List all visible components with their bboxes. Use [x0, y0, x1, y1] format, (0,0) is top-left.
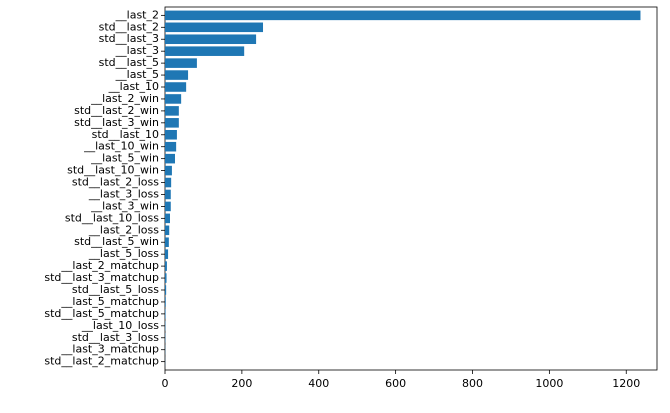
bar	[165, 213, 170, 224]
y-tick-label: std__last_3	[99, 32, 159, 45]
bar	[165, 129, 177, 140]
bar	[165, 165, 172, 176]
bar	[165, 153, 175, 164]
bar	[165, 94, 182, 104]
y-tick-label: std__last_2_matchup	[44, 355, 159, 368]
y-tick-label: __last_2	[115, 8, 159, 21]
y-tick-label: std__last_3_win	[74, 116, 159, 129]
y-tick-label: __last_5_loss	[88, 247, 159, 260]
bar	[165, 261, 167, 271]
x-tick-label: 400	[308, 377, 329, 390]
bar	[165, 309, 166, 319]
y-tick-label: __last_2_matchup	[60, 259, 159, 272]
y-tick-label: std__last_2_loss	[72, 176, 159, 189]
bar	[165, 58, 197, 68]
bar	[165, 285, 167, 295]
y-tick-label: __last_10_win	[83, 140, 159, 153]
bar	[165, 225, 170, 236]
bar	[165, 141, 177, 152]
y-tick-label: std__last_10_win	[67, 164, 159, 177]
y-tick-label: __last_2_loss	[88, 223, 159, 236]
y-tick-label: __last_3	[115, 44, 159, 57]
x-tick-label: 0	[162, 377, 169, 390]
bar	[165, 273, 167, 283]
x-tick-label: 1000	[535, 377, 563, 390]
y-tick-label: __last_10	[108, 80, 159, 93]
x-tick-label: 200	[231, 377, 252, 390]
bar	[165, 34, 257, 45]
bar	[165, 201, 171, 212]
bar	[165, 10, 641, 21]
x-tick-label: 600	[385, 377, 406, 390]
bar	[165, 118, 179, 128]
y-tick-label: __last_10_loss	[81, 319, 159, 332]
bar	[165, 70, 189, 80]
y-tick-label: std__last_5_matchup	[44, 307, 159, 320]
y-tick-label: std__last_10	[92, 128, 159, 141]
bar	[165, 46, 245, 56]
y-tick-label: __last_3_loss	[88, 187, 159, 200]
bar	[165, 106, 179, 116]
x-tick-label: 800	[462, 377, 483, 390]
y-tick-label: std__last_10_loss	[65, 211, 159, 224]
bar	[165, 82, 187, 92]
y-tick-label: __last_3_win	[90, 199, 159, 212]
y-tick-label: std__last_2	[99, 20, 159, 33]
plot-frame	[164, 6, 658, 371]
bar	[165, 177, 172, 188]
bar	[165, 297, 166, 307]
y-tick-label: std__last_5	[99, 56, 159, 69]
y-tick-label: std__last_5_loss	[72, 283, 159, 296]
bar	[165, 22, 264, 33]
y-tick-label: __last_5_win	[90, 152, 159, 165]
y-tick-label: std__last_2_win	[74, 104, 159, 117]
bar	[165, 189, 171, 200]
bar	[165, 237, 169, 248]
bar	[165, 249, 169, 259]
y-tick-label: std__last_5_win	[74, 235, 159, 248]
y-tick-label: std__last_3_matchup	[44, 271, 159, 284]
x-tick-label: 1200	[612, 377, 640, 390]
y-tick-label: __last_2_win	[90, 92, 159, 105]
y-tick-label: std__last_3_loss	[72, 331, 159, 344]
y-tick-label: __last_3_matchup	[60, 343, 159, 356]
y-tick-label: __last_5	[115, 68, 159, 81]
y-tick-label: __last_5_matchup	[60, 295, 159, 308]
